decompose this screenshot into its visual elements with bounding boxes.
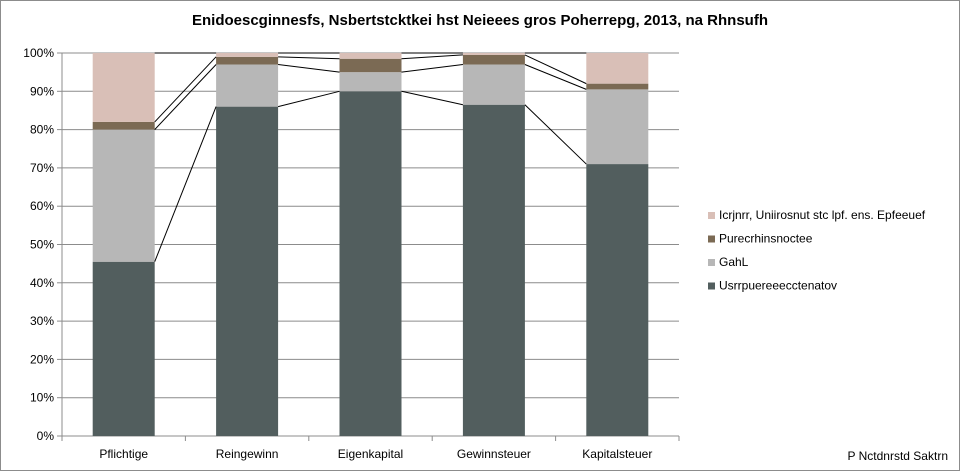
legend-label: GahL	[719, 255, 749, 269]
bar-segment	[462, 104, 525, 436]
y-tick-label: 50%	[30, 238, 54, 252]
x-tick-label: Gewinnsteuer	[457, 447, 531, 461]
legend-label: Usrrpuereeecctenatov	[719, 279, 837, 293]
y-tick-label: 60%	[30, 199, 54, 213]
legend-swatch	[708, 259, 715, 266]
connector-line	[401, 63, 463, 73]
legend-swatch	[708, 212, 715, 219]
x-tick-label: Reingewinn	[216, 447, 279, 461]
x-tick-label: Kapitalsteuer	[582, 447, 652, 461]
legend-label: Icrjnrr, Uniirosnut stc lpf. ens. Epfeeu…	[719, 208, 926, 222]
y-tick-label: 90%	[30, 84, 54, 98]
bar-segment	[462, 53, 525, 55]
bar-segment	[586, 164, 649, 436]
connector-line	[524, 54, 587, 85]
legend-swatch	[708, 282, 715, 290]
connector-line	[524, 64, 587, 90]
connector-line	[277, 90, 340, 108]
bar-segment	[216, 56, 279, 65]
connector-line	[154, 56, 217, 123]
connector-line	[401, 90, 464, 106]
series-connector-lines	[154, 52, 587, 262]
bar-segment	[586, 89, 649, 165]
connector-line	[154, 64, 217, 130]
x-tick-label: Pflichtige	[99, 447, 148, 461]
bar-segment	[339, 58, 402, 73]
y-tick-label: 100%	[23, 46, 54, 60]
bar-segment	[462, 54, 525, 65]
y-tick-label: 0%	[37, 429, 55, 443]
connector-line	[524, 104, 587, 165]
legend: Icrjnrr, Uniirosnut stc lpf. ens. Epfeeu…	[708, 208, 926, 293]
y-tick-label: 80%	[30, 123, 54, 137]
bar-segment	[92, 121, 155, 130]
bar-segment	[92, 53, 155, 122]
bar-segment	[216, 106, 279, 437]
bar-segment	[92, 261, 155, 436]
connector-line	[401, 54, 463, 60]
bar-segment	[339, 53, 402, 59]
bar-segment	[216, 53, 279, 57]
bar-segment	[586, 83, 649, 90]
y-tick-label: 30%	[30, 314, 54, 328]
connector-line	[278, 56, 340, 60]
connector-line	[278, 63, 340, 73]
chart-title: Enidoescginnesfs, Nsbertstcktkei hst Nei…	[191, 12, 768, 29]
bar-segment	[92, 129, 155, 262]
source-note: P Nctdnrstd Saktrn	[847, 449, 949, 463]
y-tick-label: 10%	[30, 391, 54, 405]
x-tick-labels: Pflichtige Reingewinn Eigenkapital Gewinnst…	[99, 447, 652, 461]
x-tick-label: Eigenkapital	[338, 447, 403, 461]
bar-segment	[339, 91, 402, 437]
y-tick-label: 20%	[30, 352, 54, 366]
y-tick-label: 40%	[30, 276, 54, 290]
bars	[92, 53, 649, 437]
bar-segment	[462, 64, 525, 105]
legend-label: Purecrhinsnoctee	[719, 232, 813, 246]
bar-segment	[586, 53, 649, 84]
y-tick-label: 70%	[30, 161, 54, 175]
y-tick-labels: 0% 10% 20% 30% 40% 50% 60% 70% 80% 90% 100%	[23, 46, 54, 443]
legend-swatch	[708, 235, 715, 243]
connector-line	[154, 106, 217, 262]
bar-segment	[339, 72, 402, 92]
bar-segment	[216, 64, 279, 107]
